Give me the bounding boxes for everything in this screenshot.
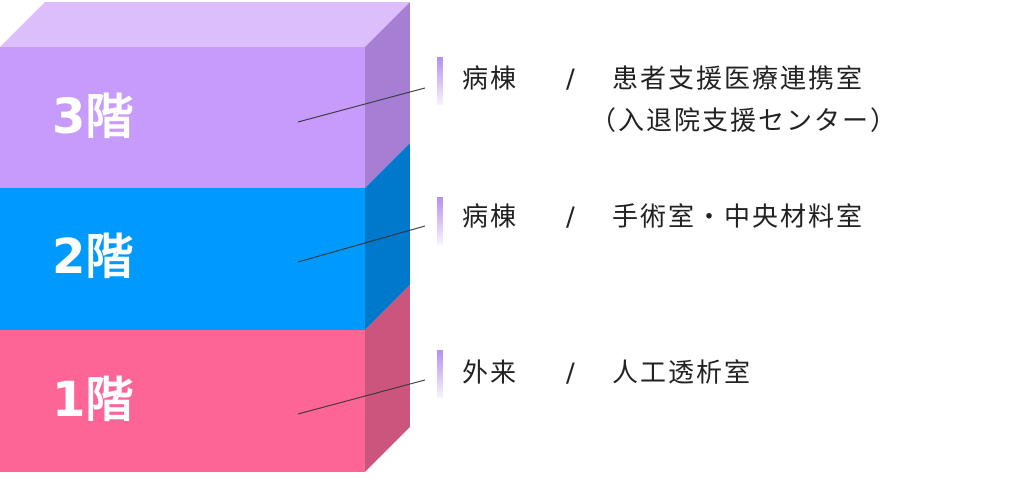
separator: / <box>566 65 577 95</box>
category: 病棟 <box>462 65 518 95</box>
marker <box>437 350 443 398</box>
floor-front <box>0 47 365 188</box>
department-sub: （入退院支援センター） <box>590 107 898 137</box>
separator: / <box>566 359 577 389</box>
floor-front <box>0 330 365 472</box>
floor-side <box>365 2 410 188</box>
category: 病棟 <box>462 203 518 233</box>
floor-side <box>365 285 410 472</box>
leader-lines <box>297 87 426 415</box>
leader-line <box>297 379 426 415</box>
leader-line <box>297 225 426 263</box>
top-face <box>0 2 410 47</box>
marker <box>437 197 443 245</box>
floor-label: 3階 <box>52 89 133 145</box>
separator: / <box>566 203 577 233</box>
department: 人工透析室 <box>612 359 752 389</box>
floor-label: 2階 <box>52 229 133 285</box>
marker <box>437 57 443 105</box>
category: 外来 <box>462 359 518 389</box>
floor-label: 1階 <box>52 372 133 428</box>
department: 患者支援医療連携室 <box>612 65 864 95</box>
department: 手術室・中央材料室 <box>612 203 864 233</box>
leader-line <box>297 87 426 123</box>
floor-front <box>0 188 365 330</box>
